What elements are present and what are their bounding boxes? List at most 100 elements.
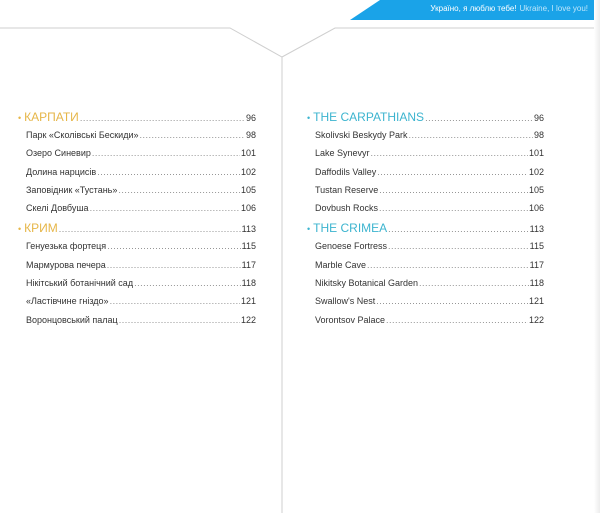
page-number: 115 <box>529 241 544 252</box>
toc-section-heading[interactable]: •THE CRIMEA 113 <box>307 221 544 241</box>
dot-leader <box>379 203 528 213</box>
page-number: 105 <box>528 184 544 195</box>
entry-title: Nikitsky Botanical Garden <box>315 278 419 289</box>
dot-leader <box>110 296 240 306</box>
entry-title: Dovbush Rocks <box>315 203 379 214</box>
page-edge <box>594 0 600 513</box>
page-number: 118 <box>529 278 544 289</box>
dot-leader <box>386 315 528 325</box>
dot-leader <box>134 278 241 288</box>
dot-leader <box>90 203 240 213</box>
page-number: 102 <box>240 166 256 177</box>
dot-leader <box>388 224 528 234</box>
entry-title: Tustan Reserve <box>315 184 379 195</box>
bullet-icon: • <box>18 224 22 235</box>
dot-leader <box>92 148 240 158</box>
entry-title: Daffodils Valley <box>315 166 377 177</box>
section-title: THE CARPATHIANS <box>313 110 425 124</box>
section-title: КРИМ <box>24 221 58 236</box>
page-number: 117 <box>529 259 544 270</box>
page-number: 105 <box>240 184 256 195</box>
page-number: 98 <box>245 130 256 140</box>
page-number: 121 <box>528 296 544 307</box>
dot-leader <box>107 241 240 251</box>
entry-title: Долина нарцисів <box>26 166 97 177</box>
page-number: 115 <box>241 241 256 252</box>
toc-entry[interactable]: Tustan Reserve 105 <box>307 185 544 203</box>
dot-leader <box>80 113 245 123</box>
page-number: 101 <box>528 148 544 159</box>
entry-title: Мармурова печера <box>26 259 106 270</box>
dot-leader <box>140 130 245 140</box>
toc-entry[interactable]: Нікітський ботанічний сад 118 <box>18 278 256 296</box>
entry-title: Marble Cave <box>315 259 367 270</box>
page-number: 106 <box>240 203 256 214</box>
dot-leader <box>377 167 528 177</box>
entry-title: «Ластівчине гніздо» <box>26 296 109 307</box>
page-number: 98 <box>533 130 544 140</box>
page-number: 113 <box>241 224 256 235</box>
entry-title: Генуезька фортеця <box>26 241 107 252</box>
toc-entry[interactable]: Daffodils Valley 102 <box>307 167 544 185</box>
toc-entry[interactable]: Заповідник «Тустань» 105 <box>18 185 256 203</box>
entry-title: Заповідник «Тустань» <box>26 184 118 195</box>
toc-entry[interactable]: Vorontsov Palace 122 <box>307 315 544 333</box>
page-number: 118 <box>241 278 256 289</box>
header-banner <box>350 0 596 20</box>
entry-title: Swallow's Nest <box>315 296 376 307</box>
entry-title: Скелі Довбуша <box>26 203 89 214</box>
toc-entry[interactable]: Marble Cave 117 <box>307 260 544 278</box>
toc-entry[interactable]: Lake Synevyr 101 <box>307 148 544 166</box>
page-number: 106 <box>528 203 544 214</box>
dot-leader <box>419 278 529 288</box>
toc-entry[interactable]: Genoese Fortress 115 <box>307 241 544 259</box>
dot-leader <box>388 241 529 251</box>
bullet-icon: • <box>307 113 311 123</box>
toc-entry[interactable]: Skolivski Beskydy Park 98 <box>307 130 544 148</box>
entry-title: Озеро Синевир <box>26 148 91 159</box>
entry-title: Нікітський ботанічний сад <box>26 278 134 289</box>
dot-leader <box>107 260 241 270</box>
dot-leader <box>59 224 241 234</box>
banner-ua: Україно, я люблю тебе! <box>430 4 517 13</box>
dot-leader <box>409 130 533 140</box>
toc-entry[interactable]: Озеро Синевир 101 <box>18 148 256 166</box>
section-title: КАРПАТИ <box>24 110 79 124</box>
entry-title: Lake Synevyr <box>315 148 370 159</box>
toc-entry[interactable]: Парк «Сколівські Бескиди» 98 <box>18 130 256 148</box>
page-number: 121 <box>240 296 256 307</box>
toc-entry[interactable]: Воронцовський палац 122 <box>18 315 256 333</box>
page-number: 122 <box>528 314 544 325</box>
toc-entry[interactable]: Мармурова печера 117 <box>18 260 256 278</box>
page-number: 117 <box>241 259 256 270</box>
toc-section-heading[interactable]: •КАРПАТИ 96 <box>18 110 256 130</box>
toc-ukrainian: •КАРПАТИ96Парк «Сколівські Бескиди» 98 Озе… <box>18 110 256 333</box>
dot-leader <box>376 296 528 306</box>
entry-title: Воронцовський палац <box>26 314 118 325</box>
entry-title: Skolivski Beskydy Park <box>315 130 408 140</box>
entry-title: Vorontsov Palace <box>315 314 386 325</box>
page-number: 113 <box>529 224 544 235</box>
dot-leader <box>367 260 529 270</box>
toc-entry[interactable]: Скелі Довбуша 106 <box>18 203 256 221</box>
dot-leader <box>97 167 240 177</box>
toc-section-heading[interactable]: •КРИМ 113 <box>18 221 256 241</box>
page-number: 96 <box>533 113 544 123</box>
toc-entry[interactable]: Swallow's Nest 121 <box>307 296 544 314</box>
toc-entry[interactable]: Nikitsky Botanical Garden 118 <box>307 278 544 296</box>
toc-section-heading[interactable]: •THE CARPATHIANS 96 <box>307 110 544 130</box>
toc-english: •THE CARPATHIANS 96 Skolivski Beskydy Park… <box>307 110 544 333</box>
page-number: 102 <box>528 166 544 177</box>
section-title: THE CRIMEA <box>313 221 388 236</box>
bullet-icon: • <box>18 113 22 123</box>
toc-entry[interactable]: Генуезька фортеця 115 <box>18 241 256 259</box>
toc-entry[interactable]: Dovbush Rocks 106 <box>307 203 544 221</box>
entry-title: Парк «Сколівські Бескиди» <box>26 130 139 140</box>
toc-entry[interactable]: «Ластівчине гніздо» 121 <box>18 296 256 314</box>
dot-leader <box>425 113 533 123</box>
dot-leader <box>371 148 528 158</box>
toc-entry[interactable]: Долина нарцисів 102 <box>18 167 256 185</box>
page-number: 101 <box>240 148 256 159</box>
page-number: 122 <box>240 314 256 325</box>
